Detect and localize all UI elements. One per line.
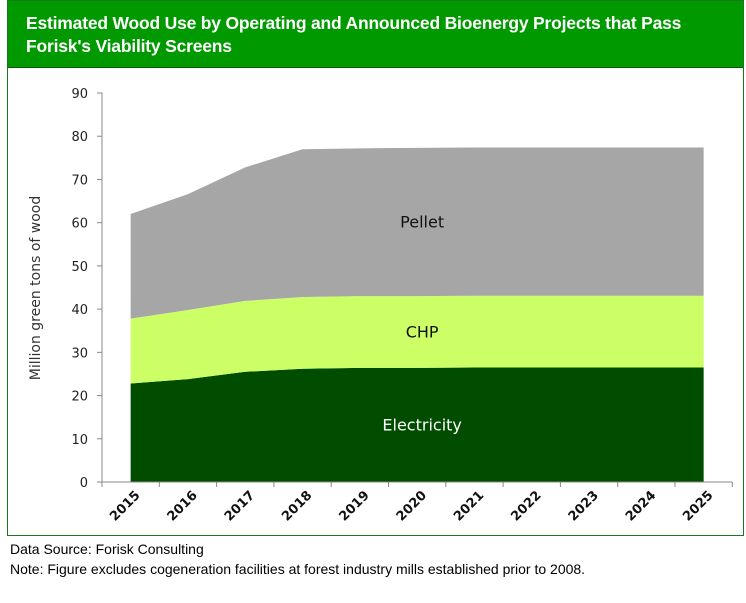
series-label-chp: CHP (406, 323, 439, 342)
series-label-electricity: Electricity (382, 416, 461, 435)
x-tick-label: 2017 (222, 488, 258, 524)
y-tick-label: 40 (71, 303, 88, 318)
x-tick-label: 2023 (566, 488, 602, 524)
stacked-area-chart: Electricity CHP Pellet 0 10 20 30 40 50 60 70 80 90… (28, 87, 733, 524)
x-tick-label: 2019 (336, 488, 372, 524)
x-tick-label: 2021 (451, 488, 487, 524)
chart-frame: Estimated Wood Use by Operating and Anno… (7, 0, 744, 536)
x-tick-label: 2020 (394, 488, 430, 524)
y-tick-label: 90 (71, 87, 88, 102)
y-tick-label: 20 (71, 390, 88, 405)
x-tick-label: 2024 (623, 488, 659, 524)
x-tick-label: 2015 (107, 488, 143, 524)
area-pellet (130, 147, 704, 319)
y-axis-label: Million green tons of wood (28, 196, 44, 381)
area-electricity (130, 367, 704, 482)
y-tick-label: 10 (71, 433, 88, 448)
x-tick-label: 2025 (680, 488, 716, 524)
chart-title: Estimated Wood Use by Operating and Anno… (26, 13, 682, 56)
y-tick-label: 50 (71, 260, 88, 275)
y-tick-label: 70 (71, 173, 88, 188)
chart-header: Estimated Wood Use by Operating and Anno… (8, 1, 743, 68)
data-source: Data Source: Forisk Consulting (10, 541, 204, 557)
footnote: Note: Figure excludes cogeneration facil… (10, 561, 586, 577)
x-tick-label: 2018 (279, 488, 315, 524)
y-tick-label: 0 (80, 476, 88, 491)
series-label-pellet: Pellet (400, 213, 444, 232)
y-tick-label: 30 (71, 346, 88, 361)
y-tick-label: 60 (71, 217, 88, 232)
x-tick-label: 2022 (508, 488, 544, 524)
x-tick-label: 2016 (165, 488, 201, 524)
y-tick-label: 80 (71, 130, 88, 145)
area-chp (130, 295, 704, 384)
